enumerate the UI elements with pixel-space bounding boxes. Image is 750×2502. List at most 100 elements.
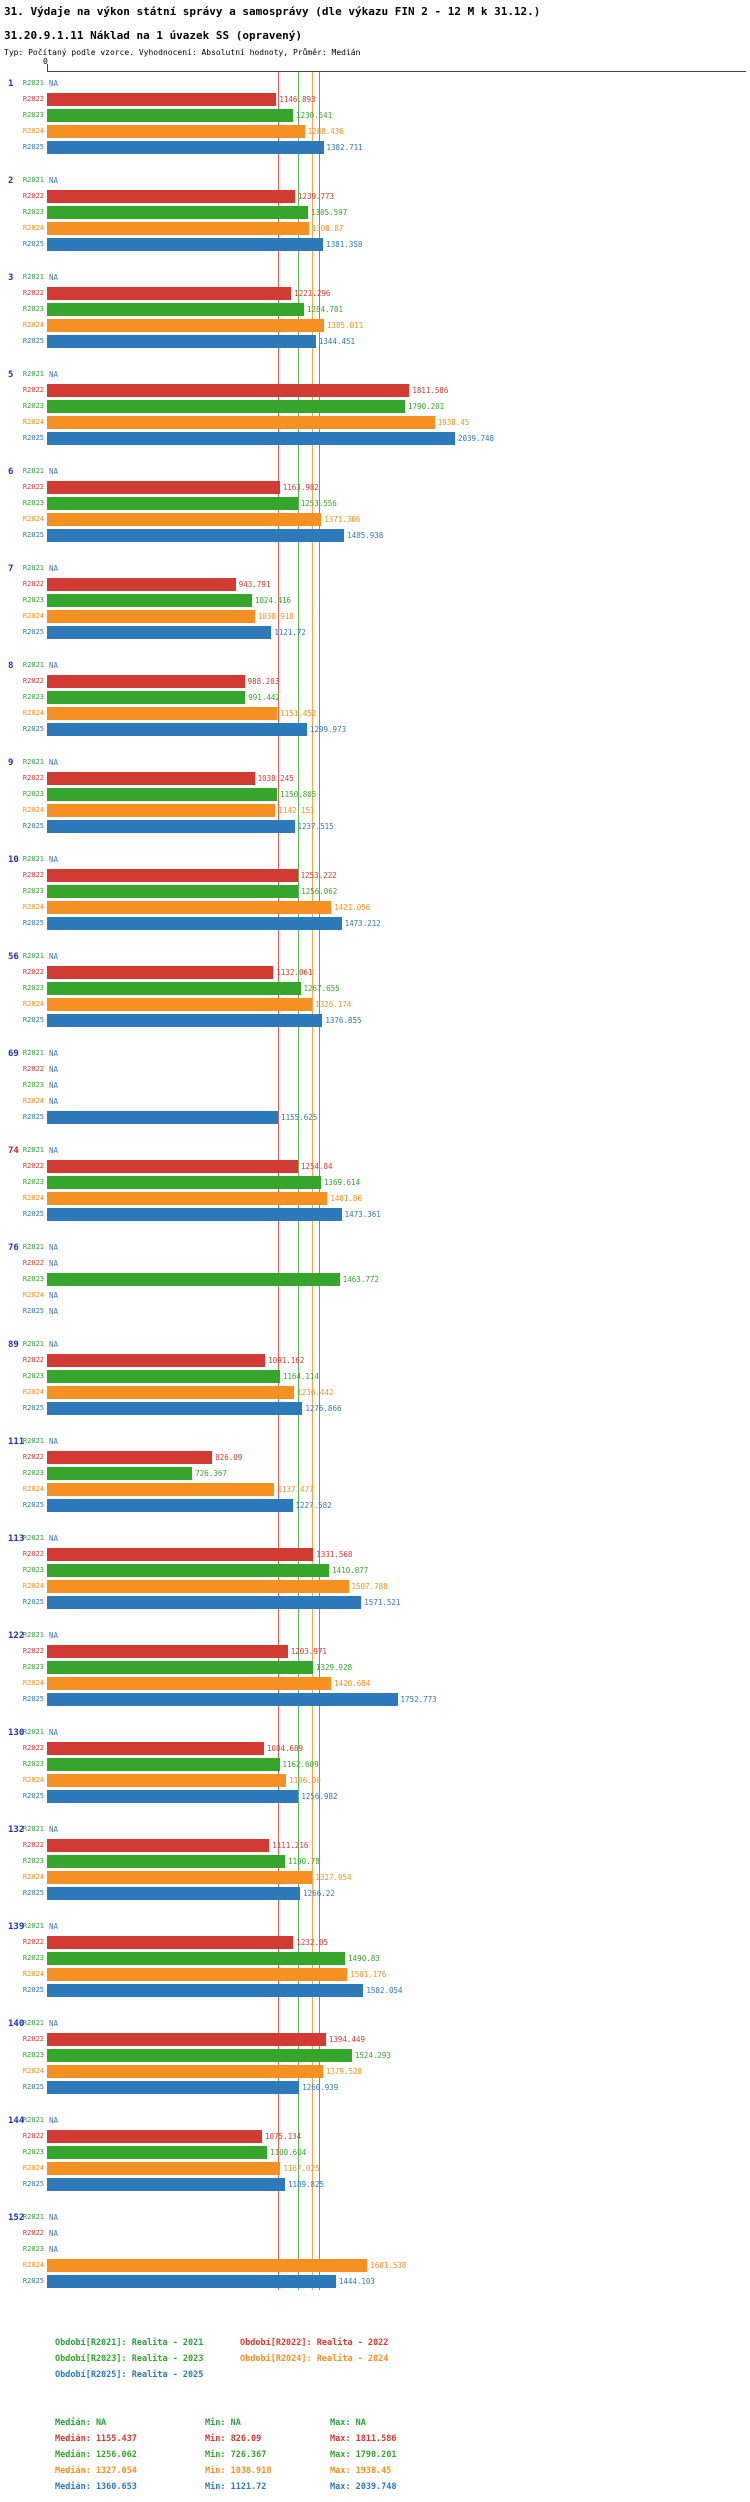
group-id-link[interactable]: 132 <box>8 1825 25 1835</box>
group-id-link[interactable]: 122 <box>8 1631 25 1641</box>
group-id-link[interactable]: 56 <box>8 952 19 962</box>
series-row-label: R2025 <box>22 2277 44 2285</box>
series-row-label: R2024 <box>22 1873 44 1881</box>
value-bar <box>47 1451 212 1464</box>
group-id-link[interactable]: 9 <box>8 758 14 768</box>
bar-row: R2021 NA <box>0 76 750 92</box>
value-label: 1463.772 <box>342 1275 379 1284</box>
series-row-label: R2023 <box>22 402 44 410</box>
value-bar <box>47 1855 285 1868</box>
series-row-label: R2021 <box>22 1922 44 1930</box>
value-bar <box>47 400 405 413</box>
value-label: 1132.061 <box>276 968 313 977</box>
group-id-link[interactable]: 6 <box>8 467 14 477</box>
group-id-link[interactable]: 1 <box>8 79 14 89</box>
series-row-label: R2023 <box>22 1857 44 1865</box>
bar-row: R2025 1227.582 <box>0 1498 750 1514</box>
na-value-label: NA <box>49 2019 59 2028</box>
series-row-label: R2023 <box>22 1663 44 1671</box>
bar-row: R2021 NA <box>0 1919 750 1935</box>
value-label: 1221.296 <box>294 289 331 298</box>
bar-row: R2025 1582.054 <box>0 1983 750 1999</box>
value-bar <box>47 1370 280 1383</box>
value-bar <box>47 141 324 154</box>
bar-row: R2025 1237.515 <box>0 819 750 835</box>
group-id-link[interactable]: 2 <box>8 176 14 186</box>
bar-row: R2024 1379.528 <box>0 2064 750 2080</box>
bar-row: R2023 NA <box>0 2242 750 2258</box>
bar-row: R2025 1266.22 <box>0 1886 750 1902</box>
series-row-label: R2023 <box>22 208 44 216</box>
series-row-label: R2021 <box>22 2116 44 2124</box>
axis-line <box>47 71 746 72</box>
na-value-label: NA <box>49 1065 59 1074</box>
max-stat-r2022: Max: 1811.586 <box>330 2434 397 2444</box>
na-value-label: NA <box>49 952 59 961</box>
series-row-label: R2024 <box>22 224 44 232</box>
series-row-label: R2023 <box>22 1372 44 1380</box>
axis-origin-label: 0 <box>43 57 48 66</box>
max-stat-r2021: Max: NA <box>330 2418 366 2428</box>
chart-group: 140 R2021 NA R2022 1394.449 R2023 1524.293 R202… <box>0 2016 750 2113</box>
series-row-label: R2022 <box>22 1550 44 1558</box>
value-label: 1190.78 <box>288 1857 320 1866</box>
value-bar <box>47 238 323 251</box>
bar-row: R2025 1155.625 <box>0 1110 750 1126</box>
series-row-label: R2022 <box>22 1744 44 1752</box>
chart-group: 74 R2021 NA R2022 1254.84 R2023 1369.614 R2024 1… <box>0 1143 750 1240</box>
group-id-link[interactable]: 144 <box>8 2116 25 2126</box>
na-value-label: NA <box>49 855 59 864</box>
series-row-label: R2024 <box>22 515 44 523</box>
value-label: 991.442 <box>248 693 280 702</box>
group-id-link[interactable]: 139 <box>8 1922 25 1932</box>
group-id-link[interactable]: 3 <box>8 273 14 283</box>
value-label: 1137.477 <box>277 1485 314 1494</box>
na-value-label: NA <box>49 1922 59 1931</box>
series-row-label: R2025 <box>22 1210 44 1218</box>
bar-row: R2024 1421.056 <box>0 900 750 916</box>
group-id-link[interactable]: 76 <box>8 1243 19 1253</box>
value-label: 1239.773 <box>297 192 335 201</box>
bar-row: R2024 1401.86 <box>0 1191 750 1207</box>
series-row-label: R2021 <box>22 758 44 766</box>
bar-row: R2025 1376.855 <box>0 1013 750 1029</box>
value-label: 1260.939 <box>302 2083 339 2092</box>
value-bar <box>47 723 307 736</box>
group-id-link[interactable]: 130 <box>8 1728 25 1738</box>
group-id-link[interactable]: 74 <box>8 1146 19 1156</box>
bar-row: R2022 1203.971 <box>0 1644 750 1660</box>
group-id-link[interactable]: 152 <box>8 2213 25 2223</box>
series-row-label: R2021 <box>22 1340 44 1348</box>
group-id-link[interactable]: 69 <box>8 1049 19 1059</box>
group-id-link[interactable]: 8 <box>8 661 14 671</box>
bar-row: R2023 1164.114 <box>0 1369 750 1385</box>
na-value-label: NA <box>49 2213 59 2222</box>
group-id-link[interactable]: 5 <box>8 370 14 380</box>
bar-row: R2024 1385.011 <box>0 318 750 334</box>
bar-row: R2023 1369.614 <box>0 1175 750 1191</box>
group-id-link[interactable]: 89 <box>8 1340 19 1350</box>
series-row-label: R2022 <box>22 192 44 200</box>
value-bar <box>47 1111 278 1124</box>
group-id-link[interactable]: 7 <box>8 564 14 574</box>
bar-row: R2025 1382.711 <box>0 140 750 156</box>
value-bar <box>47 222 309 235</box>
value-label: 1276.866 <box>305 1404 342 1413</box>
bar-row: R2022 1163.982 <box>0 480 750 496</box>
page-title: 31. Výdaje na výkon státní správy a samo… <box>4 5 541 18</box>
value-label: 1369.614 <box>323 1178 361 1187</box>
group-id-link[interactable]: 140 <box>8 2019 25 2029</box>
group-id-link[interactable]: 113 <box>8 1534 25 1544</box>
series-row-label: R2023 <box>22 1469 44 1477</box>
series-row-label: R2022 <box>22 1356 44 1364</box>
series-row-label: R2021 <box>22 176 44 184</box>
value-label: 1256.062 <box>301 887 338 896</box>
group-id-link[interactable]: 111 <box>8 1437 25 1447</box>
bar-row: R2022 1132.061 <box>0 965 750 981</box>
bar-row: R2024 1371.306 <box>0 512 750 528</box>
bar-row: R2023 1305.597 <box>0 205 750 221</box>
bar-row: R2022 NA <box>0 1256 750 1272</box>
group-id-link[interactable]: 10 <box>8 855 19 865</box>
na-value-label: NA <box>49 467 59 476</box>
bar-row: R2023 1100.604 <box>0 2145 750 2161</box>
